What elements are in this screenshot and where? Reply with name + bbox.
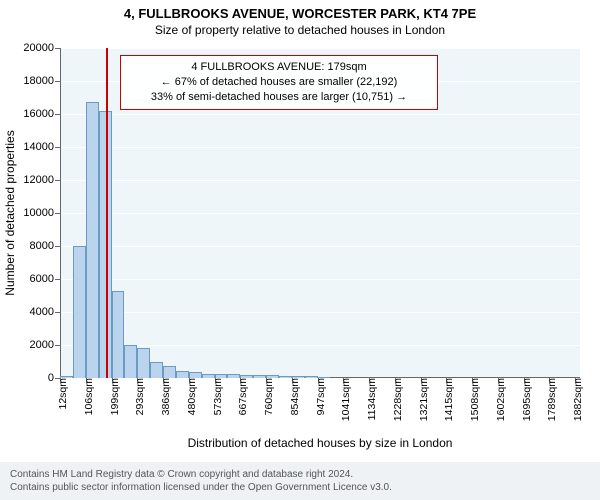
xtick-label: 1508sqm (463, 378, 481, 421)
ytick-label: 2000 (30, 339, 60, 351)
histogram-bar (124, 345, 137, 378)
ytick-label: 8000 (30, 240, 60, 252)
xtick-label: 1321sqm (412, 378, 430, 421)
ytick-label: 20000 (23, 42, 60, 54)
xtick-label: 573sqm (206, 378, 224, 415)
xtick-label: 1041sqm (334, 378, 352, 421)
histogram-bar (176, 371, 189, 378)
ytick-label: 14000 (23, 141, 60, 153)
xtick-label: 1134sqm (360, 378, 378, 420)
ytick-label: 16000 (23, 108, 60, 120)
histogram-bar (86, 102, 99, 378)
gridline-h (60, 246, 580, 247)
gridline-h (60, 114, 580, 115)
histogram-bar (73, 246, 86, 378)
histogram-bar (112, 291, 125, 378)
xtick-label: 199sqm (103, 378, 121, 415)
gridline-h (60, 213, 580, 214)
gridline-h (60, 180, 580, 181)
xtick-label: 106sqm (77, 378, 95, 415)
xtick-label: 854sqm (283, 378, 301, 415)
xtick-label: 1882sqm (566, 378, 584, 421)
gridline-h (60, 345, 580, 346)
ytick-label: 10000 (23, 207, 60, 219)
xtick-label: 386sqm (154, 378, 172, 415)
xtick-label: 1228sqm (386, 378, 404, 421)
xtick-label: 12sqm (51, 378, 69, 410)
footer-line1: Contains HM Land Registry data © Crown c… (10, 468, 590, 481)
x-axis-label: Distribution of detached houses by size … (60, 436, 580, 450)
xtick-label: 1695sqm (515, 378, 533, 421)
ytick-label: 4000 (30, 306, 60, 318)
gridline-h (60, 147, 580, 148)
histogram-bar (137, 348, 150, 378)
footer-line2: Contains public sector information licen… (10, 481, 590, 494)
footer-attribution: Contains HM Land Registry data © Crown c… (0, 462, 600, 500)
xtick-label: 1789sqm (540, 378, 558, 421)
histogram-bar (163, 366, 176, 378)
gridline-h (60, 279, 580, 280)
histogram-bar (150, 362, 163, 379)
infobox-line2: ← 67% of detached houses are smaller (22… (129, 75, 429, 90)
xtick-label: 760sqm (257, 378, 275, 415)
y-axis-line (60, 48, 61, 378)
gridline-h (60, 312, 580, 313)
gridline-h (60, 48, 580, 49)
xtick-label: 293sqm (128, 378, 146, 415)
xtick-label: 480sqm (180, 378, 198, 415)
chart-title: 4, FULLBROOKS AVENUE, WORCESTER PARK, KT… (0, 0, 600, 23)
property-marker-line (106, 48, 108, 378)
chart-container: 4, FULLBROOKS AVENUE, WORCESTER PARK, KT… (0, 0, 600, 500)
y-axis-label: Number of detached properties (3, 130, 17, 295)
xtick-label: 1602sqm (489, 378, 507, 421)
infobox-line1: 4 FULLBROOKS AVENUE: 179sqm (129, 60, 429, 75)
xtick-label: 1415sqm (437, 378, 455, 421)
ytick-label: 6000 (30, 273, 60, 285)
ytick-label: 18000 (23, 75, 60, 87)
xtick-label: 667sqm (231, 378, 249, 415)
ytick-label: 12000 (23, 174, 60, 186)
xtick-label: 947sqm (309, 378, 327, 415)
chart-subtitle: Size of property relative to detached ho… (0, 23, 600, 41)
property-infobox: 4 FULLBROOKS AVENUE: 179sqm ← 67% of det… (120, 55, 438, 110)
infobox-line3: 33% of semi-detached houses are larger (… (129, 90, 429, 105)
